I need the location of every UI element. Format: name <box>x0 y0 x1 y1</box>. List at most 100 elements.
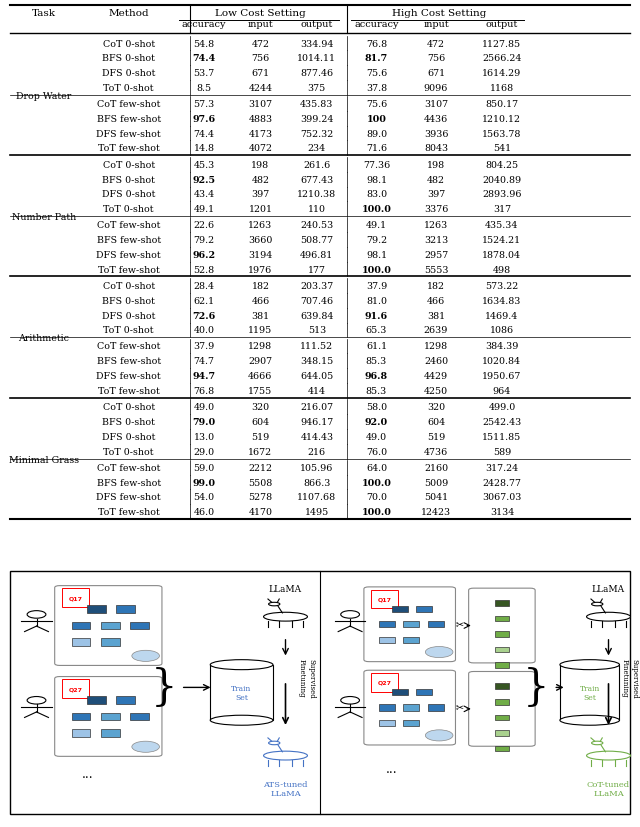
FancyBboxPatch shape <box>130 713 149 720</box>
Text: DFS few-shot: DFS few-shot <box>97 493 161 502</box>
Text: 61.1: 61.1 <box>366 342 387 351</box>
Text: Supervised
Finetuning: Supervised Finetuning <box>298 658 316 698</box>
Text: 1263: 1263 <box>248 221 273 230</box>
Text: 198: 198 <box>427 160 445 170</box>
Text: ToT few-shot: ToT few-shot <box>98 265 159 275</box>
FancyBboxPatch shape <box>116 696 135 704</box>
Text: 98.1: 98.1 <box>366 251 387 260</box>
Text: 519: 519 <box>252 433 269 442</box>
Text: 74.4: 74.4 <box>193 129 214 138</box>
Ellipse shape <box>560 660 620 670</box>
Text: 472: 472 <box>252 40 269 49</box>
Text: input: input <box>423 21 449 30</box>
Ellipse shape <box>591 603 603 606</box>
Text: DFS 0-shot: DFS 0-shot <box>102 190 156 199</box>
Text: 4736: 4736 <box>424 447 448 457</box>
Text: 3936: 3936 <box>424 129 448 138</box>
Text: Drop Water: Drop Water <box>17 92 72 101</box>
Text: 3134: 3134 <box>490 508 514 517</box>
FancyBboxPatch shape <box>54 586 162 666</box>
FancyBboxPatch shape <box>495 600 509 606</box>
Text: BFS few-shot: BFS few-shot <box>97 356 161 366</box>
Circle shape <box>132 741 159 753</box>
Text: 94.7: 94.7 <box>193 371 216 380</box>
Text: 4883: 4883 <box>248 115 273 123</box>
Text: 100.0: 100.0 <box>362 478 392 487</box>
Text: 482: 482 <box>427 175 445 184</box>
Text: 1950.67: 1950.67 <box>482 371 522 380</box>
Text: 317: 317 <box>493 205 511 214</box>
Circle shape <box>426 647 453 657</box>
Text: 3067.03: 3067.03 <box>482 493 522 502</box>
Text: 866.3: 866.3 <box>303 478 330 487</box>
Text: 1563.78: 1563.78 <box>482 129 522 138</box>
Text: CoT few-shot: CoT few-shot <box>97 342 161 351</box>
Text: 1127.85: 1127.85 <box>483 40 522 49</box>
Text: 75.6: 75.6 <box>366 100 387 108</box>
FancyBboxPatch shape <box>468 672 535 746</box>
Text: ToT 0-shot: ToT 0-shot <box>104 447 154 457</box>
Text: CoT few-shot: CoT few-shot <box>97 221 161 230</box>
FancyBboxPatch shape <box>403 637 419 643</box>
Text: Q27: Q27 <box>68 686 83 691</box>
Text: 384.39: 384.39 <box>485 342 518 351</box>
Text: 1298: 1298 <box>424 342 448 351</box>
Text: 5508: 5508 <box>248 478 273 487</box>
Text: 29.0: 29.0 <box>193 447 214 457</box>
Text: 58.0: 58.0 <box>366 403 387 412</box>
Text: 76.8: 76.8 <box>366 40 387 49</box>
Text: Supervised
Finetuning: Supervised Finetuning <box>621 658 638 698</box>
Text: 46.0: 46.0 <box>193 508 214 517</box>
Text: ...: ... <box>387 762 398 775</box>
Text: 1878.04: 1878.04 <box>483 251 522 260</box>
Text: accuracy: accuracy <box>354 21 399 30</box>
Text: DFS few-shot: DFS few-shot <box>97 129 161 138</box>
Text: 99.0: 99.0 <box>193 478 216 487</box>
Bar <box>211 665 273 720</box>
Text: 85.3: 85.3 <box>366 386 387 395</box>
Text: Task: Task <box>32 9 56 18</box>
Text: Low Cost Setting: Low Cost Setting <box>215 9 306 18</box>
Text: 92.5: 92.5 <box>193 175 216 184</box>
Text: 83.0: 83.0 <box>366 190 387 199</box>
Text: 1614.29: 1614.29 <box>483 69 522 78</box>
Text: DFS few-shot: DFS few-shot <box>97 371 161 380</box>
Text: 375: 375 <box>308 84 326 93</box>
Text: 3376: 3376 <box>424 205 448 214</box>
FancyBboxPatch shape <box>495 647 509 653</box>
FancyBboxPatch shape <box>495 684 509 689</box>
FancyBboxPatch shape <box>72 713 90 720</box>
Text: 513: 513 <box>308 326 326 335</box>
Text: 5278: 5278 <box>248 493 273 502</box>
Ellipse shape <box>586 613 630 621</box>
Text: 37.9: 37.9 <box>366 282 387 291</box>
Ellipse shape <box>210 715 273 725</box>
Text: ToT 0-shot: ToT 0-shot <box>104 84 154 93</box>
Text: Number Path: Number Path <box>12 213 76 222</box>
Text: 1469.4: 1469.4 <box>485 311 518 320</box>
Text: 435.34: 435.34 <box>485 221 518 230</box>
FancyBboxPatch shape <box>379 705 395 711</box>
Text: BFS 0-shot: BFS 0-shot <box>102 418 155 427</box>
Text: 9096: 9096 <box>424 84 448 93</box>
Text: 2542.43: 2542.43 <box>483 418 522 427</box>
Text: }: } <box>523 667 550 709</box>
Text: BFS 0-shot: BFS 0-shot <box>102 55 155 63</box>
FancyBboxPatch shape <box>495 715 509 720</box>
Text: LLaMA: LLaMA <box>269 585 302 594</box>
Text: 604: 604 <box>427 418 445 427</box>
Text: ✂: ✂ <box>455 619 463 629</box>
Text: 2893.96: 2893.96 <box>482 190 522 199</box>
Text: 2907: 2907 <box>248 356 273 366</box>
Text: 105.96: 105.96 <box>300 463 333 472</box>
Text: 240.53: 240.53 <box>300 221 333 230</box>
Text: 639.84: 639.84 <box>300 311 333 320</box>
FancyBboxPatch shape <box>403 705 419 711</box>
FancyBboxPatch shape <box>392 605 408 612</box>
Text: Train
Set: Train Set <box>232 684 252 701</box>
Circle shape <box>132 651 159 662</box>
Text: 100.0: 100.0 <box>362 508 392 517</box>
Text: 3660: 3660 <box>248 236 273 245</box>
Text: 1263: 1263 <box>424 221 448 230</box>
Text: 1976: 1976 <box>248 265 273 275</box>
